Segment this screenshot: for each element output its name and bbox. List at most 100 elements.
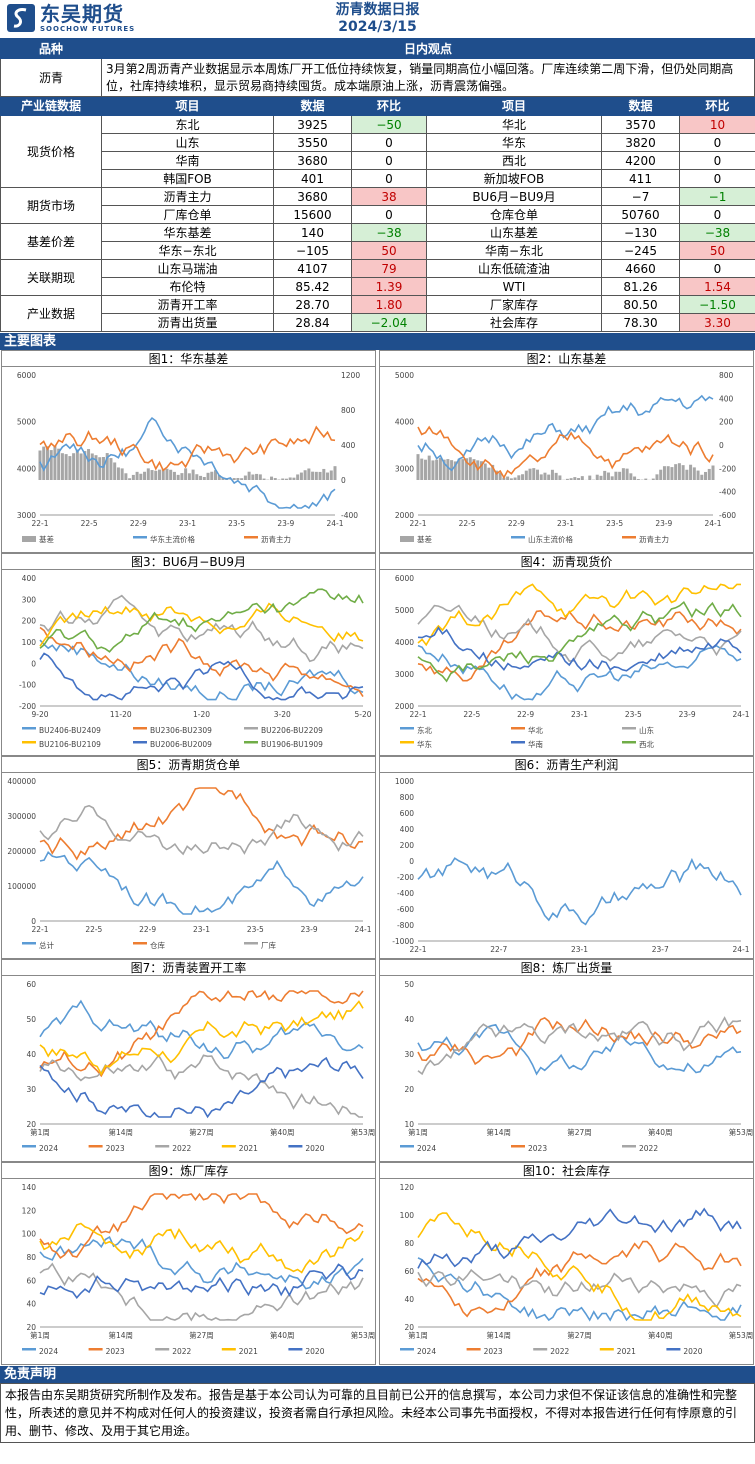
- basis-bar: [435, 459, 439, 480]
- basis-bar: [79, 453, 83, 480]
- y-tick-label: 4000: [395, 418, 414, 427]
- basis-bar: [232, 478, 236, 480]
- basis-bar: [314, 471, 318, 480]
- table-row: 山东 3550 0 华东 3820 0: [1, 133, 755, 152]
- disclaimer-title: 免责声明: [0, 1366, 755, 1383]
- legend-label: 2021: [617, 1347, 636, 1356]
- basis-bar: [666, 466, 670, 480]
- item-name: 厂库仓单: [101, 205, 274, 224]
- item-value: 85.42: [273, 277, 352, 296]
- y-tick-label: 3000: [395, 464, 414, 473]
- legend-swatch: [22, 536, 36, 542]
- basis-bar: [135, 471, 139, 480]
- legend-swatch: [400, 1145, 414, 1148]
- x-tick-label: 22-1: [409, 945, 426, 954]
- legend-label: BU2306-BU2309: [150, 726, 212, 735]
- y2-tick-label: -600: [719, 511, 736, 520]
- y-tick-label: 60: [26, 980, 36, 989]
- item-change: −38: [679, 223, 755, 242]
- basis-bar: [457, 458, 461, 480]
- basis-bar: [284, 478, 288, 480]
- legend-label: 2024: [39, 1347, 58, 1356]
- chart-title: 图3：BU6月−BU9月: [2, 554, 375, 570]
- x-tick-label: 24-1: [732, 945, 749, 954]
- basis-bar: [498, 472, 502, 480]
- basis-bar: [524, 470, 528, 480]
- y-tick-label: 60: [404, 1267, 414, 1276]
- basis-bar: [296, 474, 300, 480]
- basis-bar: [191, 469, 195, 480]
- legend-label: 总计: [39, 940, 54, 950]
- basis-bar: [326, 472, 330, 480]
- legend-label: 华东主流价格: [150, 534, 195, 544]
- y-tick-label: 40: [26, 1050, 36, 1059]
- y-tick-label: -800: [397, 921, 414, 930]
- basis-bar: [38, 450, 42, 480]
- basis-bar: [446, 459, 450, 480]
- x-tick-label: 22-1: [409, 710, 426, 719]
- legend-label: 2022: [550, 1347, 569, 1356]
- item-change: 50: [679, 241, 755, 260]
- basis-bar: [644, 478, 648, 480]
- table-header-2: 数据: [273, 97, 352, 116]
- x-tick-label: 22-7: [490, 945, 507, 954]
- item-name: 厂家库存: [426, 295, 602, 314]
- legend-label: 2023: [106, 1144, 125, 1153]
- basis-bar: [270, 476, 274, 480]
- item-value: 411: [601, 169, 680, 188]
- chart-svg: 10008006004002000-200-400-600-800-100022…: [392, 777, 750, 954]
- basis-bar: [64, 454, 68, 480]
- x-tick-label: 第14周: [486, 1330, 511, 1340]
- basis-bar: [677, 463, 681, 480]
- chart-title: 图1：华东基差: [2, 351, 375, 367]
- basis-bar: [423, 459, 427, 480]
- basis-bar: [172, 471, 176, 480]
- x-tick-label: 22-5: [463, 710, 480, 719]
- item-name: 布伦特: [101, 277, 274, 296]
- basis-bar: [431, 460, 435, 480]
- series-line-2: [39, 1262, 364, 1322]
- item-change: −1: [679, 187, 755, 206]
- y-tick-label: 6000: [395, 574, 414, 583]
- series-line-3: [417, 583, 741, 647]
- legend-label: 仓库: [150, 940, 165, 950]
- table-header-5: 数据: [601, 97, 680, 116]
- x-tick-label: 第27周: [567, 1127, 592, 1137]
- basis-bar: [124, 473, 128, 480]
- x-tick-label: 23-1: [179, 519, 196, 528]
- x-tick-label: 23-9: [679, 710, 696, 719]
- item-value: −7: [601, 187, 680, 206]
- basis-bar: [101, 457, 105, 480]
- view-col-opinion: 日内观点: [101, 40, 755, 59]
- y-tick-label: 4000: [395, 638, 414, 647]
- item-change: 0: [679, 151, 755, 170]
- table-row: 期货市场 沥青主力 3680 38 BU6月−BU9月 −7 −1: [0, 187, 755, 224]
- legend-label: 2020: [305, 1144, 324, 1153]
- basis-bar: [487, 467, 491, 480]
- commodity-name: 沥青: [0, 58, 102, 97]
- basis-bar: [491, 464, 495, 480]
- x-tick-label: 23-5: [625, 710, 642, 719]
- chart-title: 图10：社会库存: [380, 1163, 753, 1179]
- legend-label: 基差: [39, 534, 54, 544]
- legend-label: 2023: [484, 1347, 503, 1356]
- legend-swatch: [622, 1145, 636, 1148]
- item-value: 140: [273, 223, 352, 242]
- legend-label: 西北: [639, 740, 654, 749]
- x-tick-label: 22-9: [517, 710, 534, 719]
- legend-label: BU2106-BU2109: [39, 740, 101, 749]
- basis-bar: [214, 470, 218, 480]
- table-header-0: 产业链数据: [0, 97, 102, 116]
- view-table: 品种 日内观点 沥青 3月第2周沥青产业数据显示本周炼厂开工低位持续恢复，销量同…: [0, 40, 755, 97]
- basis-bar: [307, 468, 311, 480]
- y-tick-label: 300: [22, 595, 37, 604]
- series-line-2: [417, 1268, 742, 1309]
- chart-title: 图6：沥青生产利润: [380, 757, 753, 773]
- x-tick-label: 23-5: [247, 925, 264, 934]
- item-name: 山东马瑞油: [101, 259, 274, 278]
- item-change: 3.30: [679, 313, 755, 332]
- legend-label: 2022: [639, 1144, 658, 1153]
- item-change: 0: [351, 133, 427, 152]
- basis-bar: [143, 471, 147, 480]
- y2-tick-label: 200: [719, 418, 734, 427]
